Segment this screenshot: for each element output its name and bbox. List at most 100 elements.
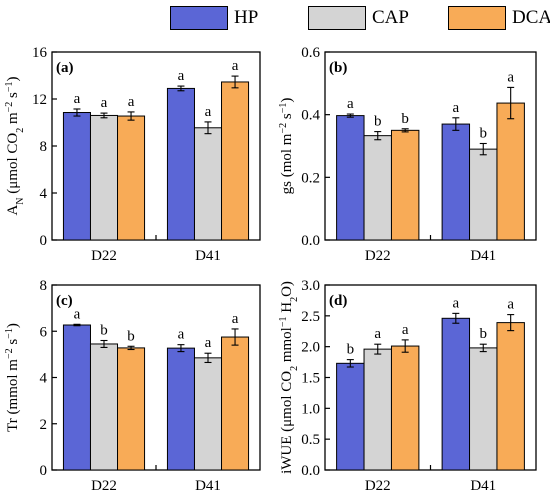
legend-label-hp: HP <box>234 7 259 28</box>
panel-label: (c) <box>56 293 73 309</box>
bar <box>62 112 91 241</box>
legend-item-dcap: DCAP <box>448 6 550 30</box>
bar <box>89 114 119 241</box>
y-tick-label: 0.0 <box>301 233 320 249</box>
significance-letter: a <box>178 327 185 343</box>
y-tick-label: 12 <box>32 92 47 108</box>
chart-panel-3: 0.0 0.5 1.0 1.5 2.0 2.5 3.0 D22 D41 b a a b a a (d) iWUE… <box>278 278 537 494</box>
significance-letter: a <box>402 322 409 338</box>
bar <box>496 102 525 241</box>
significance-letter: a <box>74 306 81 322</box>
bar <box>336 362 365 471</box>
y-tick-label: 3.0 <box>301 278 320 294</box>
significance-letter: b <box>347 342 355 358</box>
significance-letter: a <box>507 297 514 313</box>
x-tick-label: D41 <box>470 478 496 494</box>
bar <box>363 135 392 241</box>
significance-letter: b <box>374 114 382 130</box>
bar <box>336 115 365 241</box>
significance-letter: b <box>127 328 135 344</box>
legend-swatch-cap <box>308 6 366 30</box>
bar <box>221 336 250 471</box>
bar <box>193 357 223 471</box>
y-axis-label: iWUE (μmol CO2 mmol−1 H2O) <box>278 281 300 474</box>
x-tick-label: D22 <box>91 478 117 494</box>
bar <box>62 324 91 471</box>
bar <box>390 345 420 471</box>
significance-letter: a <box>452 100 459 116</box>
y-tick-label: 0.4 <box>301 108 320 124</box>
significance-letter: a <box>128 94 135 110</box>
bar <box>363 348 392 471</box>
bar <box>221 81 250 241</box>
y-tick-label: 2 <box>40 417 48 433</box>
significance-letter: b <box>480 125 488 141</box>
significance-letter: a <box>74 91 81 107</box>
significance-letter: a <box>205 104 212 120</box>
y-tick-label: 6 <box>40 324 48 340</box>
bar <box>441 123 471 241</box>
y-tick-label: 0.6 <box>301 45 320 61</box>
x-tick-label: D22 <box>365 478 391 494</box>
significance-letter: b <box>401 111 409 127</box>
panel-label: (d) <box>329 293 347 309</box>
y-tick-label: 0 <box>40 233 48 249</box>
chart-panel-1: 0.0 0.2 0.4 0.6 D22 D41 a a b b b a (b) gs (mol m−2 s… <box>278 45 537 264</box>
bar <box>496 322 525 471</box>
legend-item-cap: CAP <box>308 6 409 30</box>
y-tick-label: 16 <box>32 45 48 61</box>
legend-swatch-hp <box>170 6 228 30</box>
x-tick-label: D22 <box>365 248 391 264</box>
bar <box>193 127 223 241</box>
y-axis-label: gs (mol m−2 s−1) <box>278 98 296 195</box>
bar <box>469 148 498 241</box>
significance-letter: a <box>232 311 239 327</box>
significance-letter: a <box>347 96 354 112</box>
legend-swatch-dcap <box>448 6 506 30</box>
x-tick-label: D41 <box>195 478 221 494</box>
y-tick-label: 4 <box>40 371 48 387</box>
y-tick-label: 1.0 <box>301 401 320 417</box>
y-tick-label: 4 <box>40 186 48 202</box>
significance-letter: b <box>480 326 488 342</box>
bar <box>469 347 498 471</box>
bar <box>390 129 420 241</box>
y-axis-label: Tr (mmol m−2 s−1) <box>4 323 22 432</box>
significance-letter: a <box>205 335 212 351</box>
y-tick-label: 0.0 <box>301 463 320 479</box>
significance-letter: a <box>507 69 514 85</box>
y-tick-label: 0 <box>40 463 48 479</box>
y-tick-label: 1.5 <box>301 371 320 387</box>
y-tick-label: 0.5 <box>301 432 320 448</box>
bar <box>117 115 146 241</box>
bar <box>166 87 195 241</box>
panel-label: (b) <box>329 60 347 76</box>
x-tick-label: D41 <box>470 248 496 264</box>
y-tick-label: 8 <box>40 278 48 294</box>
panel-label: (a) <box>56 60 74 76</box>
significance-letter: a <box>232 58 239 74</box>
significance-letter: a <box>178 68 185 84</box>
y-tick-label: 2.5 <box>301 309 320 325</box>
y-tick-label: 2.0 <box>301 340 320 356</box>
bar <box>441 317 471 471</box>
legend-label-dcap: DCAP <box>512 7 550 28</box>
bar <box>117 347 146 471</box>
x-tick-label: D22 <box>91 248 117 264</box>
legend: HP CAP DCAP <box>0 0 550 36</box>
legend-item-hp: HP <box>170 6 258 30</box>
significance-letter: b <box>100 323 108 339</box>
bar <box>89 343 119 471</box>
significance-letter: a <box>101 95 108 111</box>
significance-letter: a <box>374 326 381 342</box>
legend-label-cap: CAP <box>372 7 409 28</box>
y-tick-label: 0.2 <box>301 170 320 186</box>
x-tick-label: D41 <box>195 248 221 264</box>
y-tick-label: 8 <box>40 139 48 155</box>
bar <box>166 347 195 471</box>
significance-letter: a <box>452 295 459 311</box>
y-axis-label: AN (μmol CO2 m−2 s−1) <box>4 76 26 215</box>
